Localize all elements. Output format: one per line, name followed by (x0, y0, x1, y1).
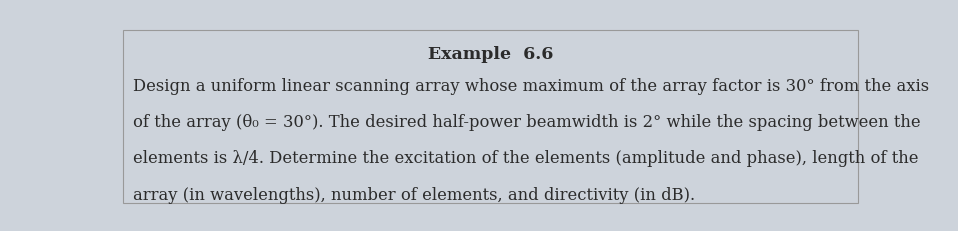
Text: of the array (θ₀ = 30°). The desired half-power beamwidth is 2° while the spacin: of the array (θ₀ = 30°). The desired hal… (133, 114, 921, 131)
FancyBboxPatch shape (124, 30, 857, 203)
Text: Design a uniform linear scanning array whose maximum of the array factor is 30° : Design a uniform linear scanning array w… (133, 78, 929, 94)
Text: Example  6.6: Example 6.6 (428, 46, 554, 63)
Text: elements is λ/4. Determine the excitation of the elements (amplitude and phase),: elements is λ/4. Determine the excitatio… (133, 150, 919, 167)
Text: array (in wavelengths), number of elements, and directivity (in dB).: array (in wavelengths), number of elemen… (133, 187, 696, 204)
